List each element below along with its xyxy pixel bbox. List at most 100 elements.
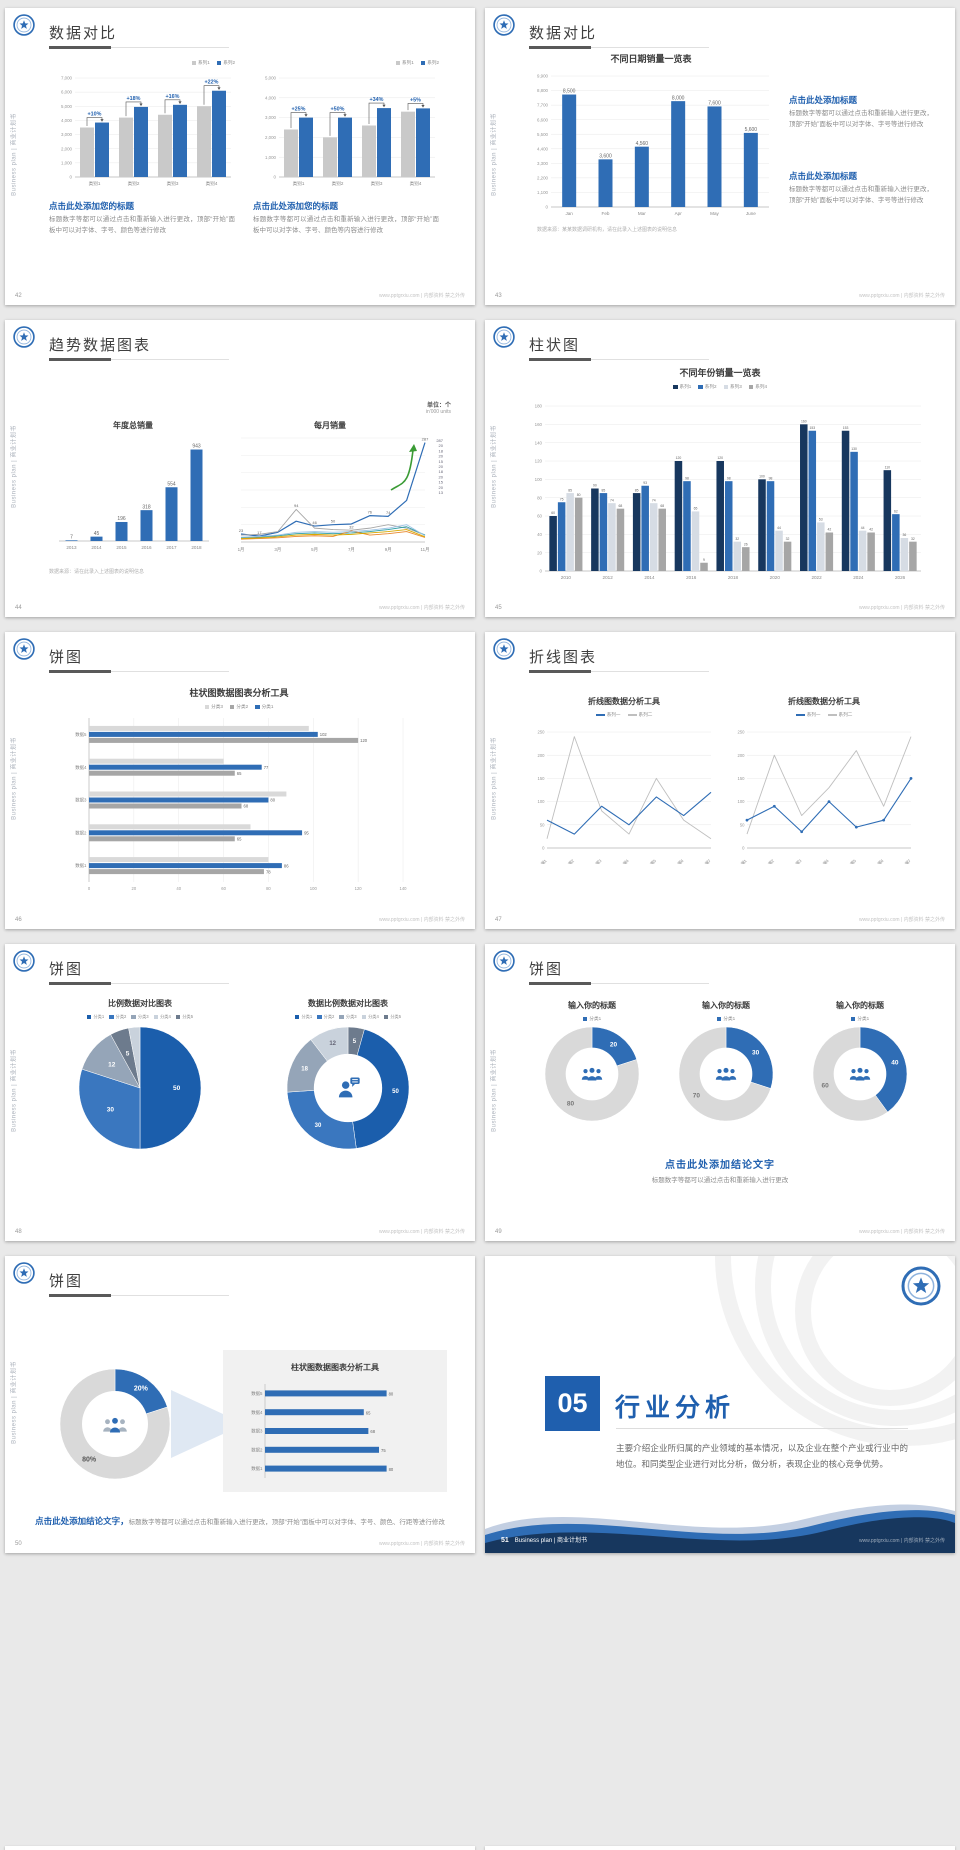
svg-text:9: 9 <box>703 558 705 562</box>
chart-legend: 系列一 系列二 <box>529 712 719 718</box>
svg-text:+25%: +25% <box>292 107 306 113</box>
svg-text:7,700: 7,700 <box>537 103 549 108</box>
svg-text:42: 42 <box>869 528 873 532</box>
sidebar-vertical-text: Business plan | 商业计划书 <box>491 113 498 196</box>
line-chart: 0 50 100 150 200 250 数据1 数据2 数据3 数据4 数据5 数据6 数据7 <box>729 724 919 869</box>
svg-text:5,500: 5,500 <box>537 132 549 137</box>
slide-title: 饼图 <box>49 1273 84 1290</box>
svg-text:4,560: 4,560 <box>636 141 649 147</box>
slide-title: 数据对比 <box>529 25 598 42</box>
chart-legend: 系列1 系列2 系列3 系列4 <box>570 384 870 390</box>
svg-text:+16%: +16% <box>166 94 180 100</box>
slide-title: 饼图 <box>49 649 84 666</box>
chart-title: 不同年份销量一览表 <box>679 368 761 378</box>
svg-text:May: May <box>710 211 719 216</box>
svg-text:数据2: 数据2 <box>764 857 776 864</box>
svg-text:0: 0 <box>546 205 549 210</box>
svg-text:2015: 2015 <box>116 545 127 550</box>
svg-text:45: 45 <box>94 531 100 537</box>
logo-icon <box>13 1262 35 1284</box>
section-rule <box>616 1428 908 1429</box>
svg-text:3月: 3月 <box>274 547 281 553</box>
svg-text:44: 44 <box>777 526 781 530</box>
svg-text:100: 100 <box>738 799 746 804</box>
svg-text:0: 0 <box>540 569 543 574</box>
slide-49[interactable]: Business plan | 商业计划书 饼图 输入你的标题 分类1 20 80… <box>485 944 955 1241</box>
svg-text:类别1: 类别1 <box>293 180 305 187</box>
slide-51[interactable]: 05 行业分析 主要介绍企业所归属的产业领域的基本情况，以及企业在整个产业或行业… <box>485 1256 955 1553</box>
svg-text:93: 93 <box>643 481 647 485</box>
svg-text:0: 0 <box>88 886 91 891</box>
svg-text:数据7: 数据7 <box>900 857 912 864</box>
svg-text:153: 153 <box>843 426 849 430</box>
svg-text:4,000: 4,000 <box>265 95 277 100</box>
svg-text:数据4: 数据4 <box>818 857 830 864</box>
donut-chart: 5 50 30 18 12 <box>286 1026 410 1150</box>
svg-text:20: 20 <box>439 474 444 479</box>
svg-text:30: 30 <box>315 1123 322 1129</box>
logo-icon <box>493 14 515 36</box>
slide-50[interactable]: Business plan | 商业计划书 饼图 20% 80% 柱状图数据图表分… <box>5 1256 475 1553</box>
svg-text:46: 46 <box>312 520 317 525</box>
slide-43[interactable]: Business plan | 商业计划书 数据对比 不同日期销量一览表 0 1,… <box>485 8 955 305</box>
svg-text:3,000: 3,000 <box>61 132 73 137</box>
svg-text:74: 74 <box>386 510 391 515</box>
slide-45[interactable]: Business plan | 商业计划书 柱状图 不同年份销量一览表 系列1 系… <box>485 320 955 617</box>
block-body: 标题数字等都可以通过点击和重新输入进行更改，顶部“开始”面板中可以对字体、字号等… <box>789 110 933 129</box>
svg-text:11月: 11月 <box>421 547 430 553</box>
svg-text:20: 20 <box>132 886 137 891</box>
chart-title: 折线图数据分析工具 <box>788 697 860 706</box>
conclusion-body: 标题数字等都可以通过点击和重新输入进行更改 <box>651 1177 789 1184</box>
svg-text:30: 30 <box>107 1107 115 1114</box>
svg-text:100: 100 <box>310 886 318 891</box>
slide-title: 柱状图 <box>529 337 581 354</box>
svg-text:60: 60 <box>551 511 555 515</box>
svg-text:77: 77 <box>264 765 269 770</box>
slide-footer: 51 Business plan | 商业计划书 <box>501 1535 587 1544</box>
svg-text:Apr: Apr <box>675 211 683 216</box>
watermark: www.pptgrxiu.com | 内部资料 禁之外传 <box>858 293 945 299</box>
chart-title: 比例数据对比图表 <box>108 999 172 1008</box>
svg-text:5月: 5月 <box>311 547 318 553</box>
svg-text:42: 42 <box>827 528 831 532</box>
people-icon <box>713 1065 739 1083</box>
sidebar-vertical-text: Business plan | 商业计划书 <box>11 1049 18 1132</box>
svg-text:9,900: 9,900 <box>537 74 549 79</box>
svg-text:18: 18 <box>301 1066 308 1072</box>
horizontal-bar-chart: 0 20 40 60 80 100 120 140 数据5 102 120 数据4 77 65 数据3 80 6… <box>65 716 417 892</box>
slide-47[interactable]: Business plan | 商业计划书 折线图表 折线图数据分析工具 系列一… <box>485 632 955 929</box>
svg-text:2,000: 2,000 <box>61 146 73 151</box>
svg-text:8,000: 8,000 <box>672 95 685 101</box>
slide-44[interactable]: Business plan | 商业计划书 趋势数据图表 单位：个 in'000… <box>5 320 475 617</box>
svg-text:类别4: 类别4 <box>410 180 422 187</box>
svg-text:98: 98 <box>769 476 773 480</box>
svg-text:62: 62 <box>894 509 898 513</box>
svg-text:2,000: 2,000 <box>265 135 277 140</box>
unit-label: 单位：个 in'000 units <box>425 403 451 415</box>
slide-46[interactable]: Business plan | 商业计划书 饼图 柱状图数据图表分析工具 分类3… <box>5 632 475 929</box>
svg-text:86: 86 <box>284 863 289 868</box>
slide-48[interactable]: Business plan | 商业计划书 饼图 比例数据对比图表 分类1 分类2… <box>5 944 475 1241</box>
svg-text:120: 120 <box>360 738 368 743</box>
svg-text:80: 80 <box>577 493 581 497</box>
logo-icon <box>493 326 515 348</box>
svg-text:+34%: +34% <box>370 97 384 103</box>
footer-text: Business plan | 商业计划书 <box>514 1538 588 1544</box>
title-underline <box>49 1294 229 1297</box>
svg-text:12: 12 <box>108 1062 116 1069</box>
watermark: www.pptgrxiu.com | 内部资料 禁之外传 <box>858 917 945 923</box>
page-number: 48 <box>15 1229 22 1235</box>
svg-text:50: 50 <box>540 822 545 827</box>
svg-text:100: 100 <box>759 475 765 479</box>
title-underline <box>49 358 229 361</box>
chart-title: 输入你的标题 <box>568 1001 616 1010</box>
svg-text:120: 120 <box>676 456 682 460</box>
svg-text:120: 120 <box>717 456 723 460</box>
svg-text:60: 60 <box>537 514 542 519</box>
conclusion-heading: 点击此处添加结论文字， <box>35 1516 129 1526</box>
svg-text:数据5: 数据5 <box>75 731 87 738</box>
title-underline <box>49 46 229 49</box>
svg-text:65: 65 <box>694 507 698 511</box>
slide-42[interactable]: Business plan | 商业计划书 数据对比 系列1 系列2 0 1,000… <box>5 8 475 305</box>
